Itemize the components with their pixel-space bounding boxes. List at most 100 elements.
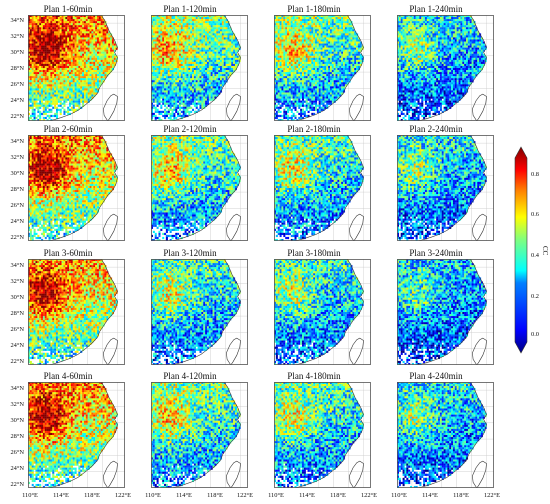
- lat-label: 34°N: [0, 385, 24, 392]
- cc-field: [151, 135, 241, 241]
- lon-label: 114°E: [415, 492, 445, 499]
- coastline: [151, 382, 241, 488]
- panel-title: Plan 3-240min: [386, 248, 486, 258]
- lat-label: 30°N: [0, 417, 24, 424]
- map-panel: [28, 259, 125, 365]
- map-frame: [151, 382, 248, 488]
- panel-title: Plan 4-240min: [386, 371, 486, 381]
- colorbar: [514, 146, 528, 354]
- lat-label: 30°N: [0, 294, 24, 301]
- cc-field: [151, 382, 241, 488]
- taiwan-outline: [472, 93, 487, 121]
- lon-label: 110°E: [138, 492, 168, 499]
- map-panel: [28, 15, 125, 121]
- colorbar-tick: 0.0: [531, 331, 539, 338]
- map-panel: [274, 259, 371, 365]
- lat-label: 28°N: [0, 65, 24, 72]
- map-panel: [151, 259, 248, 365]
- lat-label: 34°N: [0, 138, 24, 145]
- coastline: [274, 259, 364, 365]
- coastline: [28, 259, 118, 365]
- colorbar-label: CC: [541, 246, 549, 255]
- coastline: [274, 135, 364, 241]
- map-panel: [151, 135, 248, 241]
- cc-field: [28, 15, 118, 121]
- colorbar-gradient: [514, 146, 528, 354]
- lat-label: 28°N: [0, 186, 24, 193]
- map-frame: [274, 15, 371, 121]
- panel-title: Plan 1-240min: [386, 4, 486, 14]
- taiwan-outline: [103, 213, 118, 241]
- map-frame: [28, 382, 125, 488]
- cc-field: [151, 259, 241, 365]
- colorbar-tick: 0.6: [531, 211, 539, 218]
- lat-label: 28°N: [0, 310, 24, 317]
- lon-label: 122°E: [354, 492, 384, 499]
- lon-label: 114°E: [292, 492, 322, 499]
- taiwan-outline: [226, 93, 241, 121]
- lat-label: 24°N: [0, 97, 24, 104]
- lat-label: 22°N: [0, 358, 24, 365]
- map-frame: [274, 259, 371, 365]
- map-frame: [397, 135, 494, 241]
- panel-title: Plan 1-60min: [18, 4, 118, 14]
- panel-title: Plan 2-240min: [386, 124, 486, 134]
- coastline: [28, 382, 118, 488]
- taiwan-outline: [103, 93, 118, 121]
- cc-field: [151, 15, 241, 121]
- cc-field: [274, 15, 364, 121]
- lon-label: 118°E: [446, 492, 476, 499]
- lat-label: 24°N: [0, 218, 24, 225]
- map-frame: [274, 135, 371, 241]
- panel-title: Plan 3-60min: [18, 248, 118, 258]
- taiwan-outline: [349, 337, 364, 365]
- cc-field: [274, 135, 364, 241]
- lon-label: 122°E: [230, 492, 260, 499]
- lon-label: 118°E: [323, 492, 353, 499]
- map-panel: [274, 135, 371, 241]
- taiwan-outline: [349, 93, 364, 121]
- lon-label: 110°E: [15, 492, 45, 499]
- lat-label: 22°N: [0, 234, 24, 241]
- lat-label: 30°N: [0, 170, 24, 177]
- panel-title: Plan 1-180min: [264, 4, 364, 14]
- panel-title: Plan 2-120min: [140, 124, 240, 134]
- lat-label: 34°N: [0, 262, 24, 269]
- coastline: [397, 15, 487, 121]
- cc-field: [28, 382, 118, 488]
- map-frame: [274, 382, 371, 488]
- coastline: [274, 15, 364, 121]
- taiwan-outline: [226, 213, 241, 241]
- map-frame: [28, 15, 125, 121]
- taiwan-outline: [103, 337, 118, 365]
- coastline: [397, 382, 487, 488]
- lat-label: 22°N: [0, 481, 24, 488]
- map-panel: [397, 382, 494, 488]
- cc-field: [397, 135, 487, 241]
- panel-title: Plan 4-60min: [18, 371, 118, 381]
- taiwan-outline: [103, 460, 118, 488]
- panel-title: Plan 2-60min: [18, 124, 118, 134]
- panel-title: Plan 2-180min: [264, 124, 364, 134]
- lat-label: 32°N: [0, 401, 24, 408]
- map-frame: [28, 135, 125, 241]
- taiwan-outline: [349, 460, 364, 488]
- cc-field: [274, 382, 364, 488]
- lat-label: 32°N: [0, 154, 24, 161]
- cc-field: [28, 135, 118, 241]
- cc-field: [397, 382, 487, 488]
- lat-label: 24°N: [0, 465, 24, 472]
- coastline: [151, 259, 241, 365]
- lat-label: 26°N: [0, 449, 24, 456]
- cc-field: [274, 259, 364, 365]
- coastline: [28, 15, 118, 121]
- lat-label: 24°N: [0, 342, 24, 349]
- lon-label: 118°E: [200, 492, 230, 499]
- map-panel: [274, 382, 371, 488]
- map-frame: [397, 382, 494, 488]
- cc-field: [397, 15, 487, 121]
- panel-title: Plan 4-180min: [264, 371, 364, 381]
- coastline: [397, 135, 487, 241]
- lon-label: 118°E: [77, 492, 107, 499]
